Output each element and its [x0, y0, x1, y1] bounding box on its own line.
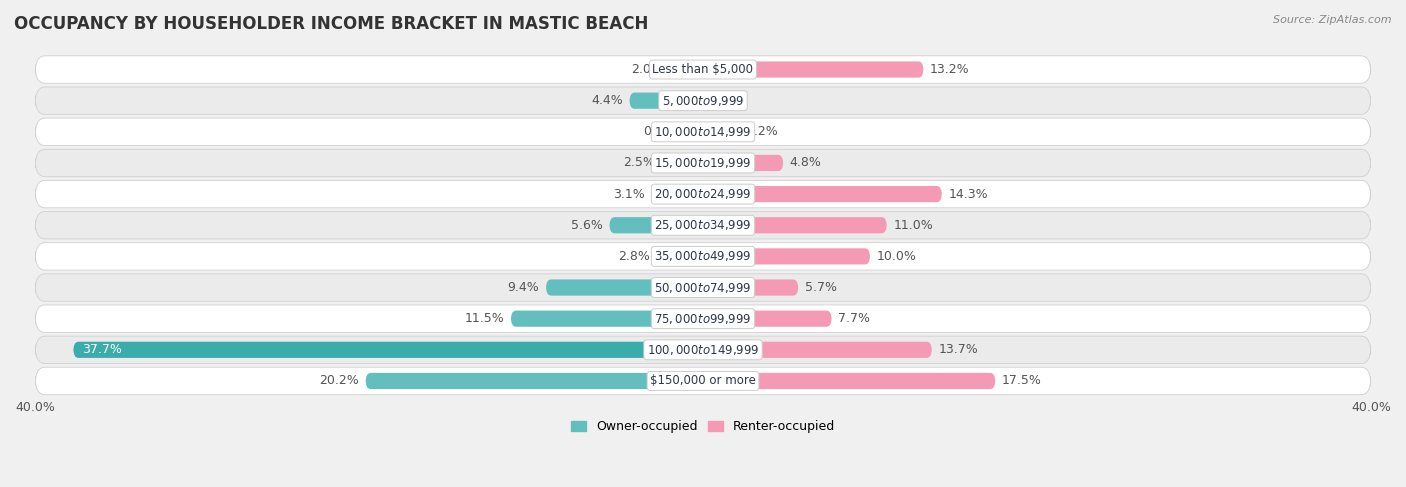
Text: 3.1%: 3.1% — [613, 187, 644, 201]
Text: 4.8%: 4.8% — [790, 156, 821, 169]
Text: 9.4%: 9.4% — [508, 281, 540, 294]
Text: 10.0%: 10.0% — [877, 250, 917, 263]
FancyBboxPatch shape — [35, 149, 1371, 177]
Text: $75,000 to $99,999: $75,000 to $99,999 — [654, 312, 752, 326]
FancyBboxPatch shape — [703, 61, 924, 77]
Text: $100,000 to $149,999: $100,000 to $149,999 — [647, 343, 759, 357]
Text: 20.2%: 20.2% — [319, 375, 359, 388]
Text: 17.5%: 17.5% — [1002, 375, 1042, 388]
FancyBboxPatch shape — [35, 336, 1371, 363]
FancyBboxPatch shape — [35, 211, 1371, 239]
FancyBboxPatch shape — [35, 87, 1371, 114]
FancyBboxPatch shape — [35, 56, 1371, 83]
Text: $50,000 to $74,999: $50,000 to $74,999 — [654, 281, 752, 295]
Text: 2.8%: 2.8% — [617, 250, 650, 263]
FancyBboxPatch shape — [630, 93, 703, 109]
FancyBboxPatch shape — [703, 124, 740, 140]
Text: $20,000 to $24,999: $20,000 to $24,999 — [654, 187, 752, 201]
Text: 13.2%: 13.2% — [931, 63, 970, 76]
Text: OCCUPANCY BY HOUSEHOLDER INCOME BRACKET IN MASTIC BEACH: OCCUPANCY BY HOUSEHOLDER INCOME BRACKET … — [14, 15, 648, 33]
FancyBboxPatch shape — [35, 243, 1371, 270]
Text: $35,000 to $49,999: $35,000 to $49,999 — [654, 249, 752, 263]
FancyBboxPatch shape — [366, 373, 703, 389]
Text: 7.7%: 7.7% — [838, 312, 870, 325]
Text: 2.5%: 2.5% — [623, 156, 655, 169]
Text: 5.7%: 5.7% — [804, 281, 837, 294]
FancyBboxPatch shape — [73, 342, 703, 358]
FancyBboxPatch shape — [703, 373, 995, 389]
Text: 13.7%: 13.7% — [938, 343, 979, 356]
Text: 37.7%: 37.7% — [82, 343, 121, 356]
Text: 2.2%: 2.2% — [747, 125, 778, 138]
Text: 0.0%: 0.0% — [710, 94, 742, 107]
FancyBboxPatch shape — [703, 342, 932, 358]
FancyBboxPatch shape — [661, 155, 703, 171]
FancyBboxPatch shape — [35, 367, 1371, 394]
FancyBboxPatch shape — [669, 61, 703, 77]
FancyBboxPatch shape — [657, 248, 703, 264]
FancyBboxPatch shape — [35, 305, 1371, 332]
Legend: Owner-occupied, Renter-occupied: Owner-occupied, Renter-occupied — [567, 415, 839, 438]
FancyBboxPatch shape — [35, 274, 1371, 301]
Text: Less than $5,000: Less than $5,000 — [652, 63, 754, 76]
FancyBboxPatch shape — [651, 186, 703, 202]
FancyBboxPatch shape — [35, 180, 1371, 208]
Text: 4.4%: 4.4% — [591, 94, 623, 107]
FancyBboxPatch shape — [609, 217, 703, 233]
Text: 11.0%: 11.0% — [893, 219, 934, 232]
FancyBboxPatch shape — [703, 311, 831, 327]
Text: Source: ZipAtlas.com: Source: ZipAtlas.com — [1274, 15, 1392, 25]
Text: 14.3%: 14.3% — [949, 187, 988, 201]
FancyBboxPatch shape — [703, 155, 783, 171]
Text: 11.5%: 11.5% — [464, 312, 505, 325]
Text: 5.6%: 5.6% — [571, 219, 603, 232]
FancyBboxPatch shape — [35, 118, 1371, 146]
FancyBboxPatch shape — [689, 124, 703, 140]
FancyBboxPatch shape — [703, 248, 870, 264]
Text: 2.0%: 2.0% — [631, 63, 662, 76]
FancyBboxPatch shape — [703, 217, 887, 233]
Text: $150,000 or more: $150,000 or more — [650, 375, 756, 388]
Text: $15,000 to $19,999: $15,000 to $19,999 — [654, 156, 752, 170]
FancyBboxPatch shape — [703, 186, 942, 202]
Text: $25,000 to $34,999: $25,000 to $34,999 — [654, 218, 752, 232]
FancyBboxPatch shape — [510, 311, 703, 327]
Text: $5,000 to $9,999: $5,000 to $9,999 — [662, 94, 744, 108]
Text: 0.81%: 0.81% — [643, 125, 683, 138]
FancyBboxPatch shape — [546, 280, 703, 296]
Text: $10,000 to $14,999: $10,000 to $14,999 — [654, 125, 752, 139]
FancyBboxPatch shape — [703, 280, 799, 296]
